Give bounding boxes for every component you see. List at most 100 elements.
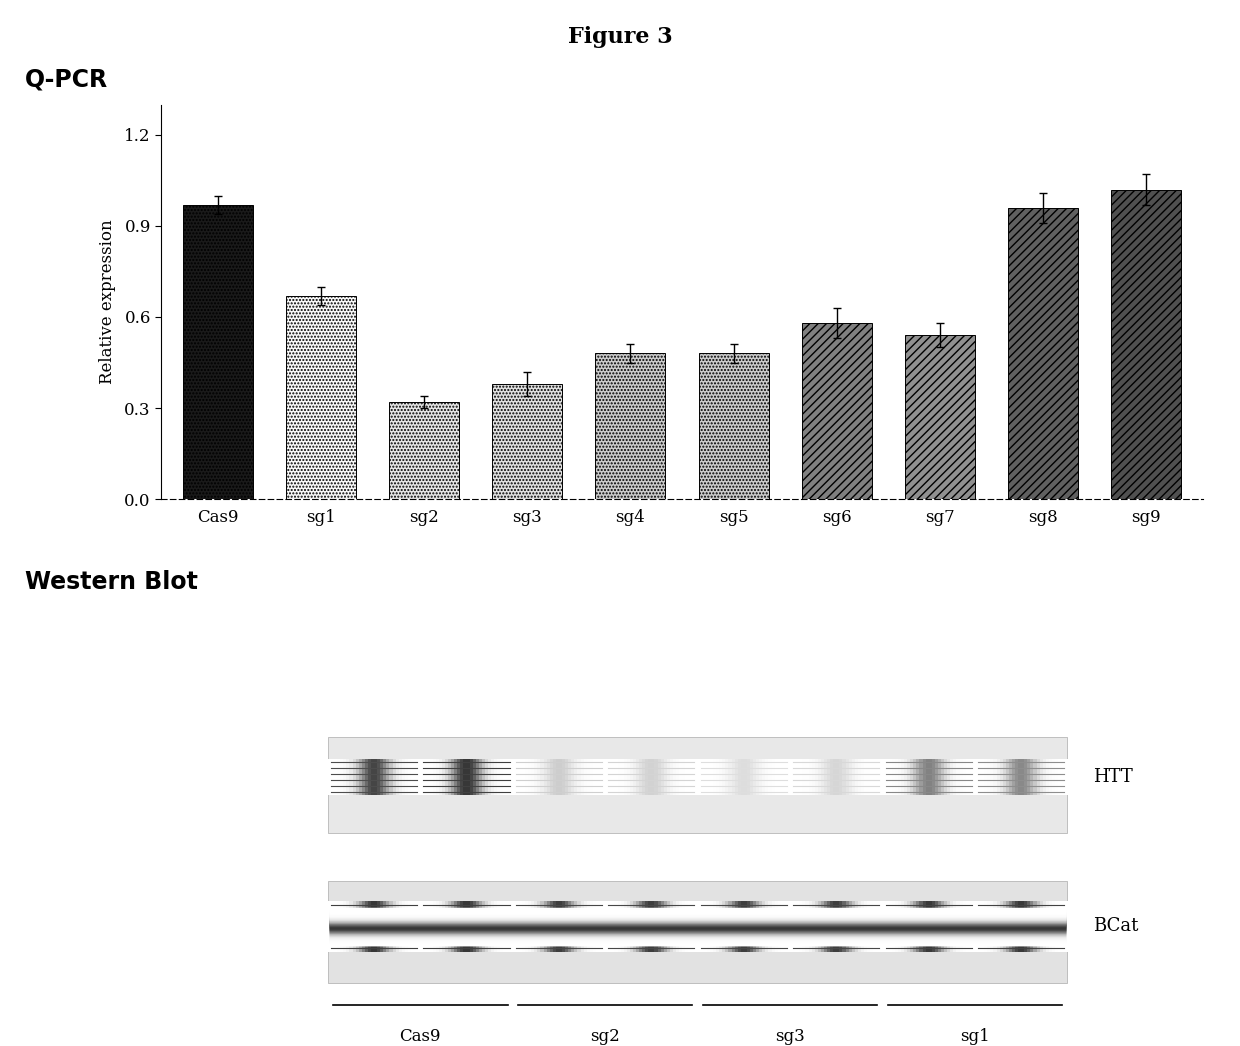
Bar xyxy=(931,901,936,952)
Bar xyxy=(916,758,920,795)
Bar xyxy=(609,758,613,795)
Bar xyxy=(352,901,357,952)
Bar xyxy=(495,901,498,952)
Bar xyxy=(620,758,625,795)
Bar xyxy=(848,758,853,795)
Bar xyxy=(402,758,405,795)
Bar xyxy=(744,901,748,952)
Bar xyxy=(578,758,582,795)
Bar xyxy=(975,758,980,795)
Bar xyxy=(680,758,683,795)
Bar xyxy=(885,758,890,795)
Bar xyxy=(454,901,459,952)
Bar xyxy=(923,901,926,952)
Bar xyxy=(1024,901,1028,952)
Bar xyxy=(815,758,818,795)
Bar xyxy=(1064,758,1069,795)
Bar xyxy=(343,901,347,952)
Bar xyxy=(651,758,656,795)
Bar xyxy=(568,758,573,795)
Bar xyxy=(769,758,773,795)
Bar xyxy=(1061,758,1065,795)
Bar xyxy=(642,901,646,952)
Bar xyxy=(1058,901,1063,952)
Bar xyxy=(830,758,835,795)
Bar xyxy=(722,901,727,952)
Bar xyxy=(518,901,523,952)
Bar xyxy=(663,901,668,952)
Bar xyxy=(503,758,507,795)
Bar xyxy=(956,901,961,952)
Bar xyxy=(962,901,967,952)
Bar xyxy=(352,758,357,795)
Bar xyxy=(624,758,627,795)
Bar xyxy=(821,758,825,795)
Bar xyxy=(740,901,745,952)
Bar xyxy=(753,758,758,795)
Bar xyxy=(636,901,640,952)
Bar xyxy=(842,901,847,952)
Bar xyxy=(501,758,505,795)
Bar xyxy=(725,758,729,795)
Bar xyxy=(1008,208,1078,499)
Bar xyxy=(701,901,704,952)
Bar xyxy=(861,901,866,952)
Bar xyxy=(574,901,579,952)
Bar xyxy=(935,758,939,795)
Bar xyxy=(734,901,739,952)
Bar xyxy=(615,758,619,795)
Bar xyxy=(632,758,637,795)
Bar xyxy=(852,758,856,795)
Bar xyxy=(937,901,942,952)
Bar xyxy=(744,758,748,795)
Bar xyxy=(717,901,720,952)
Bar xyxy=(618,901,621,952)
Bar xyxy=(405,901,409,952)
Bar xyxy=(405,758,409,795)
Bar xyxy=(472,901,477,952)
Bar xyxy=(441,901,446,952)
Bar xyxy=(549,758,554,795)
Bar xyxy=(489,901,492,952)
Bar xyxy=(985,758,988,795)
Bar xyxy=(596,758,600,795)
Bar xyxy=(286,296,356,499)
Bar xyxy=(649,758,652,795)
Bar xyxy=(972,758,976,795)
Text: sg2: sg2 xyxy=(590,1028,620,1045)
Bar xyxy=(867,901,872,952)
Bar xyxy=(670,758,675,795)
Bar xyxy=(531,901,536,952)
Bar xyxy=(707,758,711,795)
Bar xyxy=(396,901,399,952)
Bar xyxy=(458,758,461,795)
Bar xyxy=(371,758,376,795)
Bar xyxy=(365,901,370,952)
Bar xyxy=(427,901,430,952)
Bar xyxy=(642,758,646,795)
Bar xyxy=(534,901,538,952)
Bar xyxy=(454,758,459,795)
Bar xyxy=(580,758,584,795)
Bar xyxy=(377,901,381,952)
Bar xyxy=(895,901,899,952)
Bar xyxy=(429,901,434,952)
Bar xyxy=(1045,758,1050,795)
Bar xyxy=(873,901,878,952)
Bar xyxy=(925,758,930,795)
Bar xyxy=(377,758,381,795)
Bar xyxy=(503,901,507,952)
Bar xyxy=(485,901,489,952)
Bar xyxy=(410,901,415,952)
Bar xyxy=(435,901,440,952)
Bar xyxy=(808,901,812,952)
Bar xyxy=(701,758,704,795)
Bar xyxy=(590,758,594,795)
Bar xyxy=(596,901,600,952)
Bar xyxy=(753,901,758,952)
Bar xyxy=(639,901,644,952)
Bar xyxy=(1058,758,1063,795)
Bar xyxy=(1022,758,1025,795)
Bar xyxy=(1006,758,1009,795)
Bar xyxy=(574,758,579,795)
